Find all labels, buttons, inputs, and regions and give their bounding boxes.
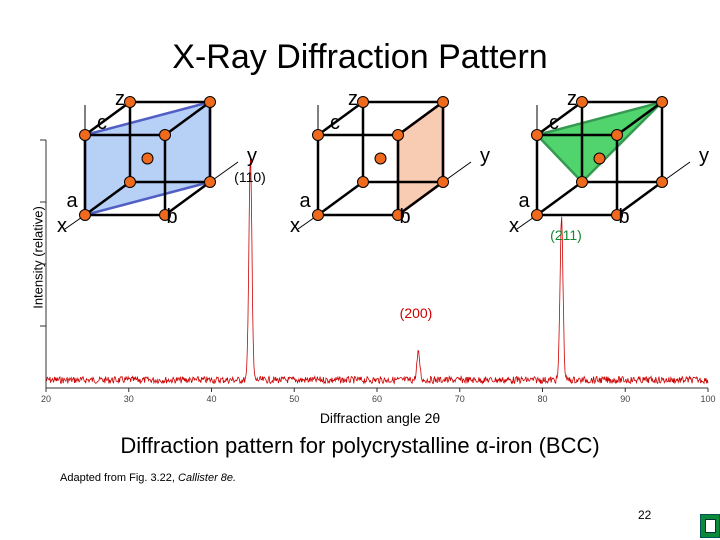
b-label: b: [618, 206, 629, 228]
caption-alpha: α: [475, 433, 489, 458]
peak-label: (200): [400, 305, 433, 321]
credit-prefix: Adapted from Fig. 3.22,: [60, 472, 179, 484]
page-number: 22: [638, 508, 652, 522]
x-tick-label: 40: [206, 394, 216, 404]
cell-edge: [164, 100, 211, 137]
cell-edge: [536, 100, 583, 137]
atom: [656, 176, 668, 188]
cell-edge: [616, 100, 663, 137]
cell-edge: [84, 100, 131, 137]
atom-center: [141, 152, 154, 165]
z-label: z: [567, 88, 577, 110]
peak-label: (211): [550, 227, 582, 243]
unit-cell-2: zc ax b y: [290, 88, 490, 237]
peak-label: (110): [234, 169, 266, 185]
peak-labels: (110) (200) (211): [234, 169, 582, 321]
cell-edge: [536, 180, 583, 217]
atom: [611, 129, 623, 141]
atom: [576, 176, 588, 188]
atom: [159, 129, 171, 141]
diffraction-trace: [45, 157, 709, 385]
credit-book: Callister 8e.: [178, 472, 237, 484]
atom: [531, 209, 543, 221]
cell-edge: [317, 100, 364, 137]
caption-suffix: -iron (BCC): [488, 433, 600, 458]
atom: [312, 129, 324, 141]
atom-center: [593, 152, 606, 165]
y-label: y: [480, 145, 490, 167]
slide-title: X-Ray Diffraction Pattern: [172, 38, 548, 76]
c-label: c: [549, 112, 559, 134]
x-tick-label: 30: [124, 394, 134, 404]
diffraction-trace-line: [45, 157, 709, 385]
atom: [159, 209, 171, 221]
x-tick-label: 50: [289, 394, 299, 404]
caption-prefix: Diffraction pattern for polycrystalline: [120, 433, 476, 458]
z-label: z: [348, 88, 358, 110]
cell-edge: [397, 180, 444, 217]
a-label: a: [66, 190, 78, 212]
cell-edge: [164, 180, 211, 217]
atom: [611, 209, 623, 221]
x-axis-label: Diffraction angle 2θ: [319, 410, 441, 426]
y-label: y: [247, 145, 257, 167]
atom: [124, 96, 136, 108]
cell-edge: [317, 180, 364, 217]
x-label: x: [509, 215, 519, 237]
atom-center: [374, 152, 387, 165]
atom: [357, 176, 369, 188]
atom: [576, 96, 588, 108]
atom: [437, 176, 449, 188]
atom: [392, 129, 404, 141]
x-tick-label: 70: [455, 394, 465, 404]
atom: [656, 96, 668, 108]
atom: [357, 96, 369, 108]
x-tick-label: 80: [537, 394, 547, 404]
x-tick-label: 100: [700, 394, 715, 404]
lattice-plane: [534, 99, 667, 184]
atom: [79, 129, 91, 141]
b-label: b: [399, 206, 410, 228]
atom: [204, 176, 216, 188]
figure-credit: Adapted from Fig. 3.22, Callister 8e.: [60, 472, 236, 484]
x-label: x: [57, 215, 67, 237]
cell-edge: [84, 180, 131, 217]
cell-edge: [397, 100, 444, 137]
atom: [531, 129, 543, 141]
y-label: y: [699, 145, 709, 167]
unit-cell-3: zc ax b y: [509, 88, 709, 237]
x-tick-label: 90: [620, 394, 630, 404]
c-label: c: [330, 112, 340, 134]
x-label: x: [290, 215, 300, 237]
a-label: a: [518, 190, 530, 212]
z-label: z: [115, 88, 125, 110]
atom: [437, 96, 449, 108]
atom: [124, 176, 136, 188]
unit-cell-1: zc ax b y: [57, 88, 257, 237]
c-label: c: [97, 112, 107, 134]
chart-axes: 20 30 40 50 60 70 80 90 100: [40, 139, 716, 404]
next-slide-icon[interactable]: [700, 514, 720, 538]
atom: [392, 209, 404, 221]
figure-caption: Diffraction pattern for polycrystalline …: [0, 433, 720, 459]
atom: [79, 209, 91, 221]
atom: [312, 209, 324, 221]
x-tick-label: 60: [372, 394, 382, 404]
a-label: a: [299, 190, 311, 212]
x-tick-label: 20: [41, 394, 51, 404]
cell-edge: [616, 180, 663, 217]
b-label: b: [166, 206, 177, 228]
atom: [204, 96, 216, 108]
